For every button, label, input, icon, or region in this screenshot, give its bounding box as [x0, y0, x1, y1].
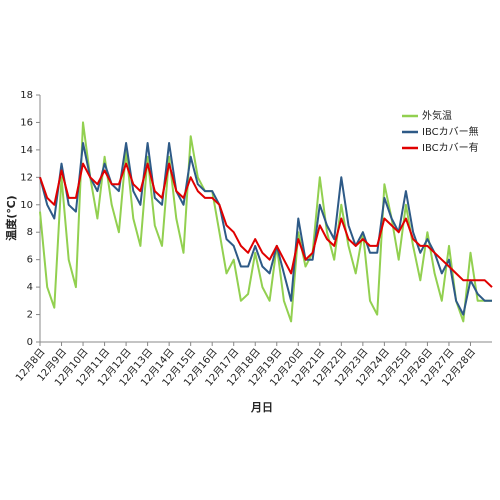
y-tick-label: 2 — [27, 310, 33, 321]
y-tick-label: 10 — [20, 200, 33, 211]
y-tick-label: 4 — [27, 282, 33, 293]
y-tick-label: 6 — [27, 255, 33, 266]
series-line — [39, 121, 492, 323]
series-line — [39, 162, 493, 288]
y-tick-label: 8 — [27, 227, 33, 238]
y-tick-label: 14 — [20, 145, 33, 156]
series-line — [39, 142, 492, 316]
y-tick-label: 16 — [20, 117, 33, 128]
y-axis-label: 温度(℃) — [4, 195, 18, 240]
x-axis-label: 月日 — [250, 401, 273, 414]
y-tick-label: 18 — [20, 90, 33, 101]
y-tick-label: 0 — [27, 337, 33, 348]
legend-label: IBCカバー有 — [422, 141, 479, 154]
legend-label: 外気温 — [422, 109, 452, 122]
legend-label: IBCカバー無 — [422, 125, 479, 138]
y-tick-label: 12 — [20, 172, 33, 183]
